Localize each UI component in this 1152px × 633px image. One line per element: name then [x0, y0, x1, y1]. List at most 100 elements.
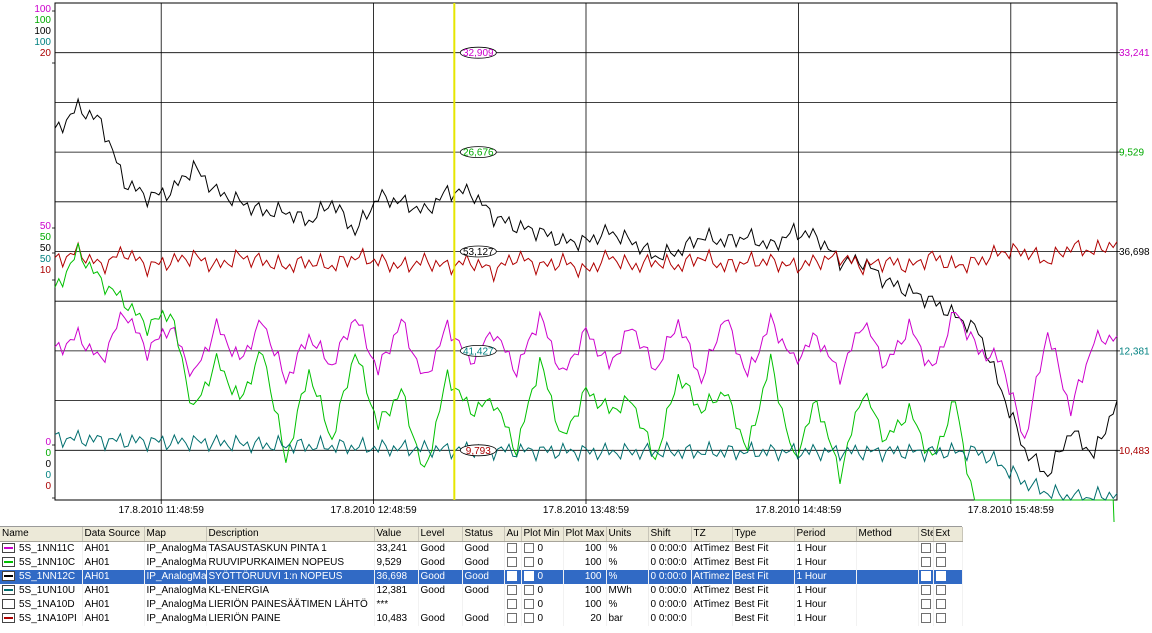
column-header[interactable]: Level [418, 527, 463, 542]
column-header[interactable]: TZ [691, 527, 733, 542]
plot-max: 100 [563, 541, 607, 556]
left-scale-mid: 10 [40, 265, 52, 276]
pen-color-swatch[interactable] [2, 543, 15, 554]
legend-row[interactable]: 5S_1NN11C AH01 IP_AnalogMa TASAUSTASKUN PIN… [0, 541, 963, 556]
series-lines [54, 97, 1118, 522]
column-header[interactable]: Plot Max [563, 527, 607, 542]
extend-checkbox[interactable] [935, 571, 946, 582]
plot-min-checkbox[interactable] [523, 571, 534, 582]
pen-color-swatch[interactable] [2, 557, 15, 568]
column-header[interactable]: Ext [933, 527, 963, 542]
plot-max: 100 [563, 556, 607, 570]
legend-row[interactable]: 5S_1NN12C AH01 IP_AnalogMa SYÖTTÖRUUVI 1:n … [0, 570, 963, 584]
auto-checkbox[interactable] [506, 557, 517, 568]
column-header[interactable]: Plot Min [521, 527, 564, 542]
auto-cell [504, 541, 522, 556]
auto-checkbox[interactable] [506, 543, 517, 554]
legend-row[interactable]: 5S_1NN10C AH01 IP_AnalogMa RUUVIPURKAIMEN N… [0, 556, 963, 570]
trend-line [54, 97, 1118, 478]
cursor-value: 41,427 [463, 346, 494, 357]
column-header[interactable]: Type [732, 527, 795, 542]
plot-min-checkbox[interactable] [523, 557, 534, 568]
column-header[interactable]: Value [374, 527, 419, 542]
tag-name: 5S_1NA10D [0, 598, 83, 612]
plot-max: 100 [563, 570, 607, 584]
step-checkbox[interactable] [920, 557, 931, 568]
column-header[interactable]: Map [144, 527, 207, 542]
period: 1 Hour [794, 541, 857, 556]
column-header[interactable]: Units [606, 527, 649, 542]
plot-min-checkbox[interactable] [523, 543, 534, 554]
step-checkbox[interactable] [920, 571, 931, 582]
pen-color-swatch[interactable] [2, 571, 15, 582]
level: Good [418, 541, 463, 556]
data-source: AH01 [82, 598, 145, 612]
map: IP_AnalogMa [144, 584, 207, 598]
auto-checkbox[interactable] [506, 585, 517, 596]
trend-line [54, 242, 1115, 522]
map: IP_AnalogMa [144, 556, 207, 570]
cursor-value: 32,909 [463, 48, 494, 59]
plot-min-checkbox[interactable] [523, 585, 534, 596]
extend-checkbox[interactable] [935, 613, 946, 624]
description: LIERIÖN PAINESÄÄTIMEN LÄHTÖ [206, 598, 375, 612]
method [856, 612, 919, 626]
extend-checkbox[interactable] [935, 585, 946, 596]
extend-checkbox[interactable] [935, 543, 946, 554]
pen-color-swatch[interactable] [2, 599, 15, 610]
extend-cell [933, 598, 963, 612]
extend-cell [933, 584, 963, 598]
units: % [606, 541, 649, 556]
description: KL-ENERGIA [206, 584, 375, 598]
auto-checkbox[interactable] [506, 613, 517, 624]
period: 1 Hour [794, 584, 857, 598]
level: Good [418, 570, 463, 584]
time-zone [691, 612, 733, 626]
legend-row[interactable]: 5S_1NA10D AH01 IP_AnalogMa LIERIÖN PAINESÄÄ… [0, 598, 963, 612]
column-header[interactable]: Data Source [82, 527, 145, 542]
left-scale-min: 0 [45, 470, 51, 481]
column-header[interactable]: Ste [918, 527, 934, 542]
plot-min-checkbox[interactable] [523, 599, 534, 610]
period: 1 Hour [794, 612, 857, 626]
column-header[interactable]: Name [0, 527, 83, 542]
auto-cell [504, 612, 522, 626]
auto-cell [504, 584, 522, 598]
pen-color-swatch[interactable] [2, 585, 15, 596]
auto-checkbox[interactable] [506, 599, 517, 610]
auto-checkbox[interactable] [506, 571, 517, 582]
plot-max: 100 [563, 598, 607, 612]
left-scale-min: 0 [45, 448, 51, 459]
column-header[interactable]: Shift [648, 527, 692, 542]
column-header[interactable]: Status [462, 527, 505, 542]
extend-checkbox[interactable] [935, 599, 946, 610]
right-axis-value: 10,483 [1119, 446, 1150, 457]
step-cell [918, 541, 934, 556]
tag-name: 5S_1NN12C [0, 570, 83, 584]
plot-min-checkbox[interactable] [523, 613, 534, 624]
plot-max: 100 [563, 584, 607, 598]
column-header[interactable]: Au [504, 527, 522, 542]
step-checkbox[interactable] [920, 585, 931, 596]
auto-cell [504, 556, 522, 570]
cursor-value-bubble [459, 146, 497, 159]
step-checkbox[interactable] [920, 613, 931, 624]
type: Best Fit [732, 598, 795, 612]
x-tick-label: 17.8.2010 14:48:59 [755, 505, 842, 516]
column-header[interactable]: Period [794, 527, 857, 542]
tag-name: 5S_1NA10PI [0, 612, 83, 626]
trend-line [54, 310, 1118, 440]
step-checkbox[interactable] [920, 599, 931, 610]
column-header[interactable]: Description [206, 527, 375, 542]
step-checkbox[interactable] [920, 543, 931, 554]
level: Good [418, 556, 463, 570]
method [856, 541, 919, 556]
extend-checkbox[interactable] [935, 557, 946, 568]
pen-color-swatch[interactable] [2, 613, 15, 624]
legend-row[interactable]: 5S_1NA10PI AH01 IP_AnalogMa LIERIÖN PAINE 10… [0, 612, 963, 626]
plot-min-cell: 0 [521, 584, 564, 598]
time-zone: AtTimez [691, 556, 733, 570]
column-header[interactable]: Method [856, 527, 919, 542]
legend-row[interactable]: 5S_1UN10U AH01 IP_AnalogMa KL-ENERGIA 12,381… [0, 584, 963, 598]
